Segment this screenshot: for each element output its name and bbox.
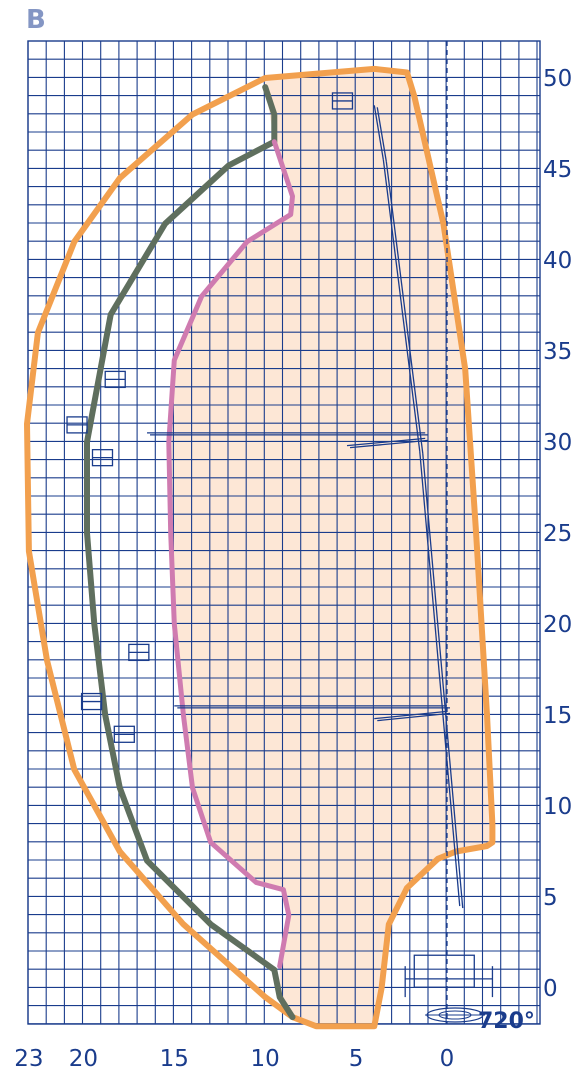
envelope-outer (24, 65, 496, 1030)
reach-envelopes (24, 65, 496, 1030)
x-tick-label: 10 (251, 1046, 280, 1072)
y-tick-label: 20 (543, 612, 572, 638)
x-tick-label: 15 (160, 1046, 189, 1072)
arm-30-strut (349, 439, 429, 449)
x-tick-label: 23 (14, 1046, 43, 1072)
jib-top (373, 105, 385, 161)
envelope-pink (166, 139, 295, 969)
y-tick-label: 15 (543, 703, 572, 729)
y-tick-label: 50 (543, 66, 572, 92)
x-tick-label: 5 (349, 1046, 364, 1072)
x-tick-label: 0 (440, 1046, 455, 1072)
y-tick-label: 0 (543, 976, 558, 1002)
mast-upper (385, 161, 424, 454)
y-tick-label: 10 (543, 794, 572, 820)
y-tick-label: 5 (543, 885, 558, 911)
arm-15-strut (377, 712, 451, 722)
mast-lower (422, 453, 464, 909)
y-tick-label: 30 (543, 430, 572, 456)
machine-drawing (66, 92, 494, 998)
rotation-icon (425, 1007, 485, 1023)
panel-label: B (26, 5, 46, 35)
arm-15-strut (374, 710, 448, 720)
x-tick-label: 20 (69, 1046, 98, 1072)
arm-30-strut (346, 437, 426, 447)
mast-lower (419, 451, 461, 907)
mast-upper (382, 159, 421, 452)
y-tick-label: 25 (543, 521, 572, 547)
envelope-dark (84, 84, 296, 1021)
jib-top (376, 107, 388, 163)
chassis (413, 954, 475, 988)
y-tick-label: 45 (543, 157, 572, 183)
y-tick-label: 40 (543, 248, 572, 274)
rotation-label: 720° (478, 1009, 535, 1034)
y-tick-label: 35 (543, 339, 572, 365)
